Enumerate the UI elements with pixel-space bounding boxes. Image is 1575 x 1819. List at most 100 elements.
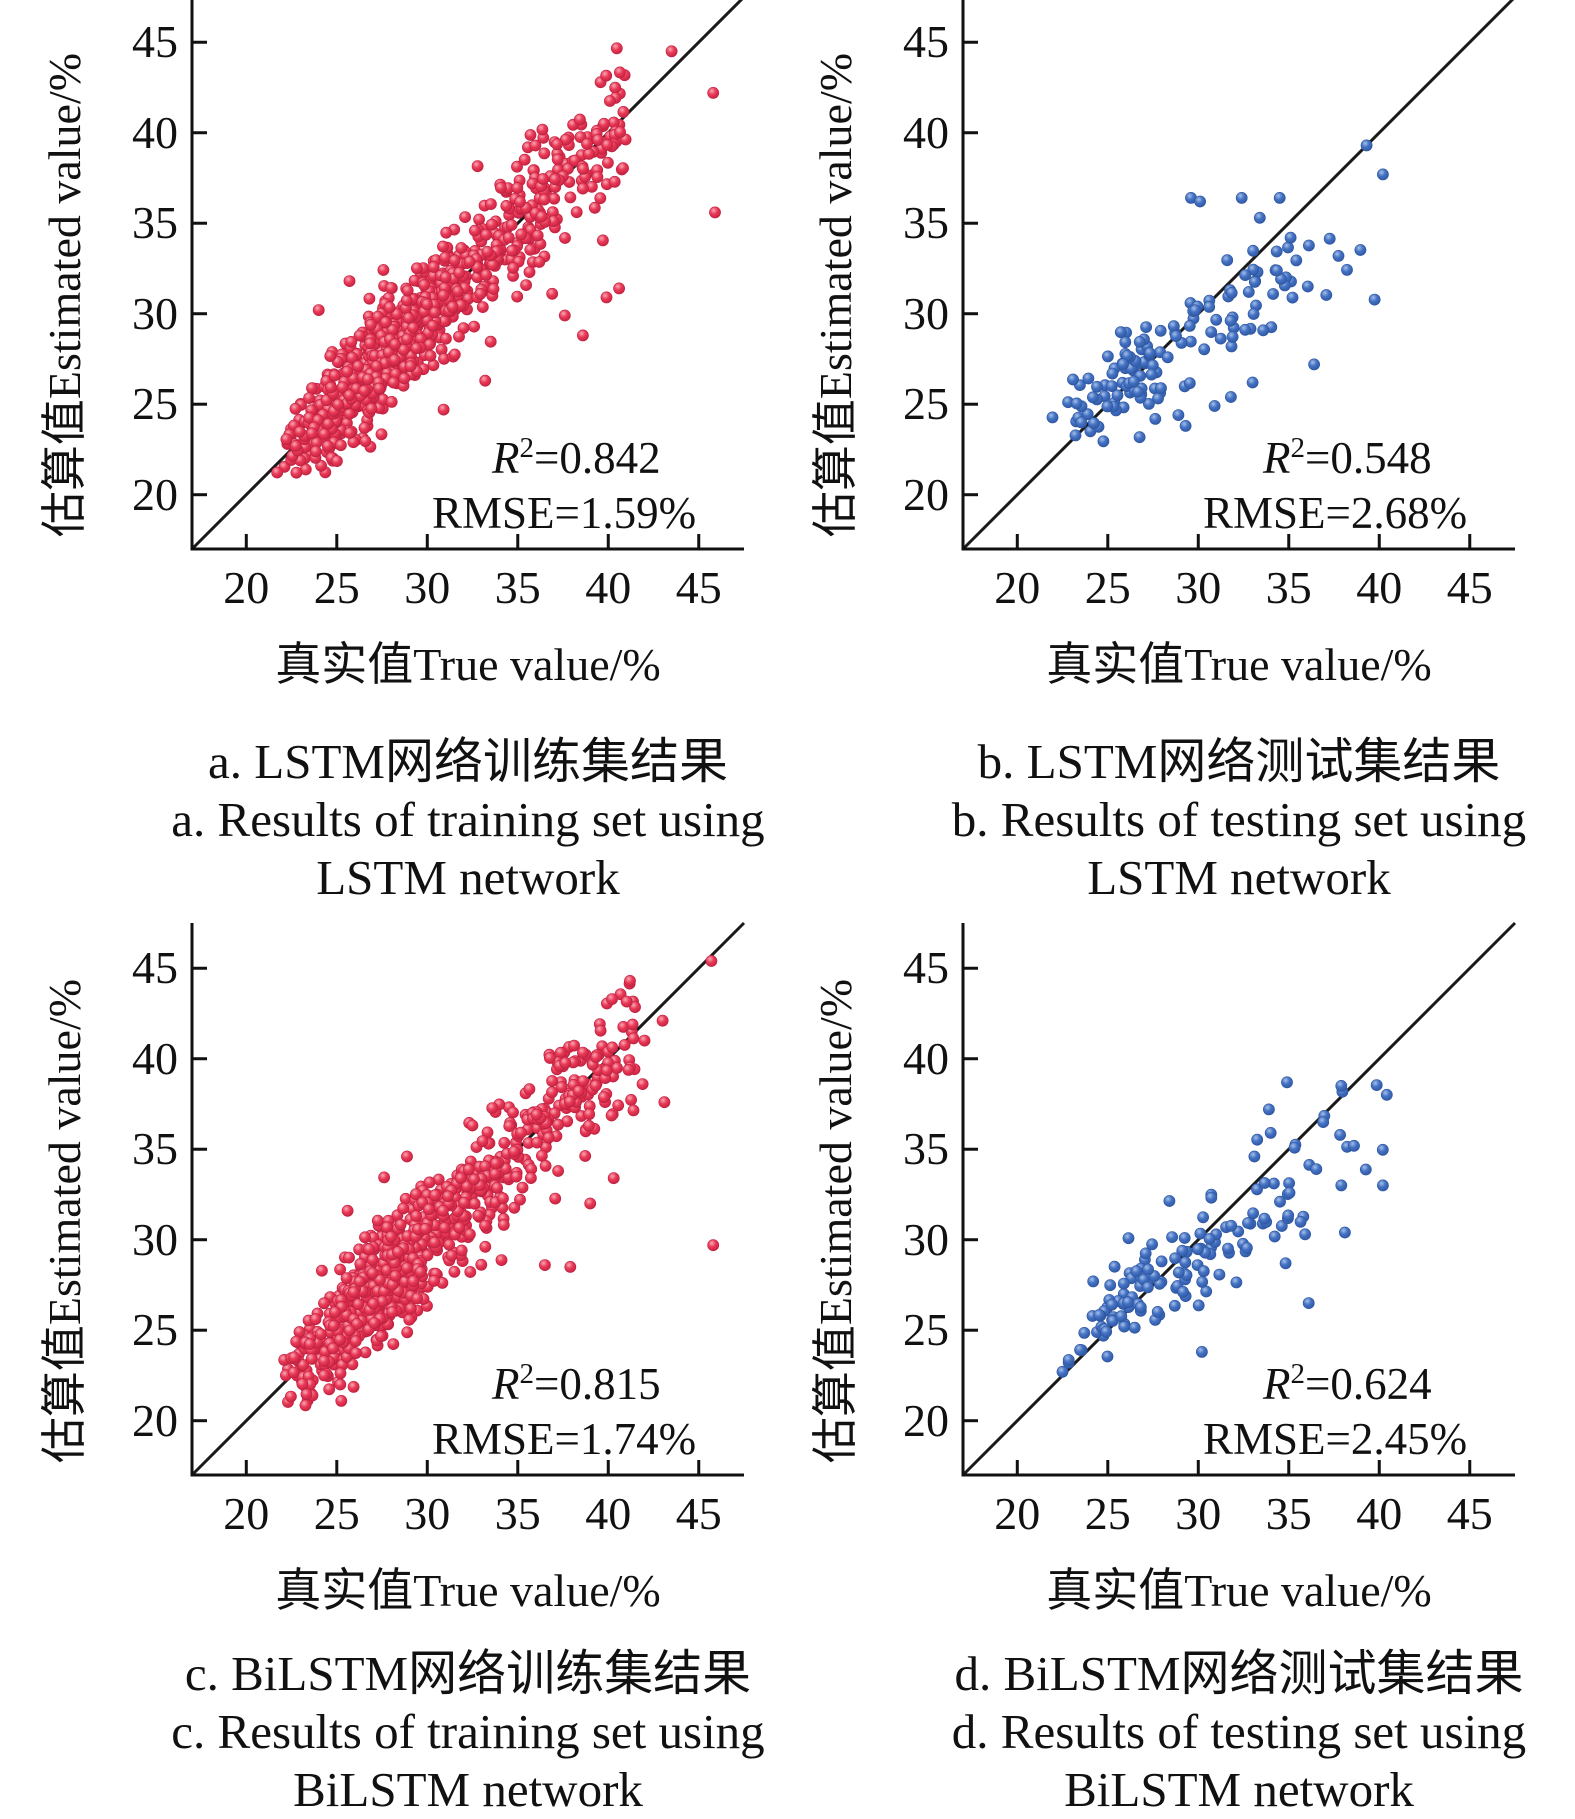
- scatter-plot-a-canvas: [190, 0, 744, 551]
- axes: [190, 923, 744, 1477]
- y-axis-label: 估算值Estimated value/%: [810, 52, 861, 538]
- caption-panel-a: a. LSTM网络训练集结果 a. Results of training se…: [0, 733, 936, 907]
- x-axis-label: 真实值True value/%: [275, 1565, 661, 1616]
- y-tick-label: 20: [132, 1394, 178, 1446]
- r-exponent: 2: [1290, 1358, 1306, 1390]
- y-tick-label: 30: [903, 287, 949, 339]
- axes: [961, 0, 1515, 551]
- y-axis-label: 估算值Estimated value/%: [39, 978, 90, 1464]
- panel-d: 估算值Estimated value/% 真实值True value/% R2=…: [763, 918, 1550, 1618]
- axes: [961, 923, 1515, 1477]
- caption-d-en-line2: BiLSTM network: [1064, 1762, 1414, 1817]
- caption-a-en-line2: LSTM network: [316, 850, 620, 905]
- rmse-annotation: RMSE=2.45%: [1203, 1414, 1468, 1464]
- r-squared-value: =0.624: [1305, 1359, 1432, 1409]
- caption-d-en-line1: d. Results of testing set using: [951, 1704, 1527, 1759]
- y-tick-label: 45: [903, 16, 949, 68]
- x-axis-label: 真实值True value/%: [1046, 1565, 1432, 1616]
- y-tick-label: 20: [132, 468, 178, 520]
- r-exponent: 2: [519, 1358, 535, 1390]
- panel-a: 估算值Estimated value/% 真实值True value/% R2=…: [0, 0, 779, 692]
- caption-panel-d: d. BiLSTM网络测试集结果 d. Results of testing s…: [771, 1645, 1575, 1819]
- y-tick-label: 30: [132, 1213, 178, 1265]
- y-axis-label: 估算值Estimated value/%: [39, 52, 90, 538]
- x-tick-label: 35: [494, 1488, 541, 1539]
- x-axis-label: 真实值True value/%: [275, 639, 661, 690]
- x-tick-label: 30: [404, 1488, 451, 1539]
- r-exponent: 2: [1290, 432, 1306, 464]
- x-tick-label: 25: [313, 562, 360, 613]
- y-tick-label: 40: [903, 1032, 949, 1084]
- y-tick-label: 35: [132, 1123, 178, 1175]
- x-tick-label: 30: [1175, 562, 1222, 613]
- y-tick-label: 25: [903, 378, 949, 430]
- x-tick-label: 40: [585, 1488, 632, 1539]
- rmse-annotation: RMSE=1.74%: [432, 1414, 697, 1464]
- scatter-plot-d-canvas: [961, 921, 1517, 1477]
- r-exponent: 2: [519, 432, 535, 464]
- axes: [190, 0, 744, 551]
- r-symbol: R: [1263, 433, 1291, 483]
- identity-line: [961, 0, 1515, 551]
- identity-line: [961, 921, 1517, 1477]
- scatter-points: [1056, 1076, 1393, 1378]
- x-tick-label: 30: [1175, 1488, 1222, 1539]
- x-tick-label: 20: [994, 1488, 1041, 1539]
- x-tick-label: 25: [1084, 562, 1131, 613]
- r-squared-annotation: R2=0.548: [1263, 432, 1432, 484]
- r-squared-value: =0.815: [534, 1359, 661, 1409]
- scatter-points: [271, 42, 721, 479]
- x-tick-label: 40: [585, 562, 632, 613]
- caption-c-zh: c. BiLSTM网络训练集结果: [184, 1646, 752, 1701]
- y-tick-label: 40: [903, 106, 949, 158]
- y-tick-label: 25: [903, 1304, 949, 1356]
- y-tick-label: 45: [132, 942, 178, 994]
- panel-c: 估算值Estimated value/% 真实值True value/% R2=…: [0, 918, 779, 1618]
- scatter-points: [278, 955, 720, 1412]
- r-symbol: R: [492, 1359, 520, 1409]
- y-axis-label: 估算值Estimated value/%: [810, 978, 861, 1464]
- caption-b-en-line2: LSTM network: [1087, 850, 1391, 905]
- x-tick-label: 35: [1265, 562, 1312, 613]
- x-tick-label: 20: [223, 562, 270, 613]
- caption-d-zh: d. BiLSTM网络测试集结果: [954, 1646, 1524, 1701]
- r-squared-value: =0.842: [534, 433, 661, 483]
- r-squared-annotation: R2=0.624: [1263, 1358, 1432, 1410]
- y-tick-label: 45: [903, 942, 949, 994]
- x-tick-label: 40: [1356, 562, 1403, 613]
- y-tick-label: 30: [132, 287, 178, 339]
- r-symbol: R: [1263, 1359, 1291, 1409]
- y-tick-label: 25: [132, 1304, 178, 1356]
- x-tick-label: 45: [675, 562, 722, 613]
- x-tick-label: 45: [1446, 562, 1493, 613]
- caption-c-en-line1: c. Results of training set using: [171, 1704, 765, 1759]
- caption-a-en-line1: a. Results of training set using: [171, 792, 765, 847]
- scatter-plot-b-canvas: [961, 0, 1515, 551]
- x-tick-label: 20: [223, 1488, 270, 1539]
- x-tick-label: 25: [1084, 1488, 1131, 1539]
- r-squared-value: =0.548: [1305, 433, 1432, 483]
- x-tick-label: 45: [675, 1488, 722, 1539]
- y-tick-label: 40: [132, 106, 178, 158]
- scatter-plot-c-canvas: [190, 921, 746, 1477]
- x-tick-label: 35: [494, 562, 541, 613]
- caption-b-en-line1: b. Results of testing set using: [951, 792, 1527, 847]
- y-tick-label: 45: [132, 16, 178, 68]
- caption-panel-c: c. BiLSTM网络训练集结果 c. Results of training …: [0, 1645, 936, 1819]
- y-tick-label: 20: [903, 1394, 949, 1446]
- x-tick-label: 40: [1356, 1488, 1403, 1539]
- caption-panel-b: b. LSTM网络测试集结果 b. Results of testing set…: [771, 733, 1575, 907]
- rmse-annotation: RMSE=1.59%: [432, 488, 697, 538]
- r-squared-annotation: R2=0.842: [492, 432, 661, 484]
- rmse-annotation: RMSE=2.68%: [1203, 488, 1468, 538]
- x-axis-label: 真实值True value/%: [1046, 639, 1432, 690]
- y-tick-label: 30: [903, 1213, 949, 1265]
- x-tick-label: 45: [1446, 1488, 1493, 1539]
- r-squared-annotation: R2=0.815: [492, 1358, 661, 1410]
- y-tick-label: 20: [903, 468, 949, 520]
- caption-b-zh: b. LSTM网络测试集结果: [977, 734, 1501, 789]
- y-tick-label: 35: [903, 1123, 949, 1175]
- r-symbol: R: [492, 433, 520, 483]
- y-tick-label: 40: [132, 1032, 178, 1084]
